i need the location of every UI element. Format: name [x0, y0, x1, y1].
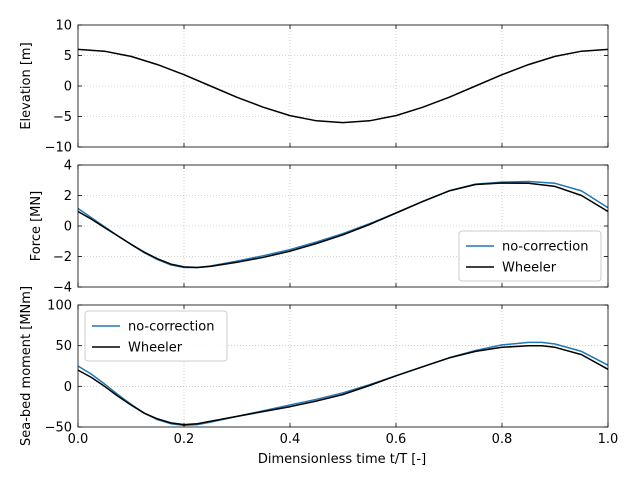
moment-y-tick-label: 100: [47, 299, 72, 314]
moment-legend-label-no-correction: no-correction: [128, 320, 214, 335]
moment-y-tick-label: 50: [55, 339, 72, 354]
moment-axes-frame: [77, 304, 609, 428]
x-tick-label: 0.8: [492, 432, 513, 447]
force-legend-label-wheeler: Wheeler: [502, 261, 557, 276]
moment-y-axis-label: Sea-bed moment [MNm]: [19, 286, 34, 446]
x-tick-label: 1.0: [598, 432, 619, 447]
force-y-tick-label: −2: [53, 250, 72, 265]
elevation-y-tick-label: 5: [64, 49, 72, 64]
force-y-tick-label: 2: [64, 189, 72, 204]
x-tick-label: 0.0: [68, 432, 89, 447]
force-y-tick-label: −4: [53, 281, 72, 296]
force-legend: no-correction Wheeler: [458, 230, 602, 282]
elevation-y-tick-label: 10: [55, 19, 72, 34]
elevation-y-tick-label: −5: [53, 110, 72, 125]
x-tick-label: 0.4: [280, 432, 301, 447]
moment-legend: no-correction Wheeler: [84, 310, 228, 362]
force-series-wheeler: [77, 182, 609, 269]
elevation-y-tick-label: 0: [64, 80, 72, 95]
x-axis-label: Dimensionless time t/T [-]: [258, 452, 426, 467]
elevation-y-axis-label: Elevation [m]: [19, 42, 34, 129]
force-y-tick-label: 4: [64, 159, 72, 174]
force-panel: −4 −2 0 2 4 Force [MN] no-correction Wheeler: [29, 159, 609, 296]
moment-y-tick-label: −50: [45, 421, 72, 436]
moment-legend-label-wheeler: Wheeler: [128, 341, 183, 356]
x-tick-label: 0.6: [386, 432, 407, 447]
elevation-panel: −10 −5 0 5 10 Elevation [m]: [19, 19, 609, 156]
elevation-series-wheeler: [77, 48, 609, 124]
moment-y-tick-label: 0: [64, 380, 72, 395]
force-y-tick-label: 0: [64, 220, 72, 235]
elevation-y-tick-label: −10: [45, 141, 72, 156]
moment-panel: −50 0 50 100 0.0 0.2 0.4 0.6 0.8 1.0 Sea-bed momen…: [19, 286, 618, 447]
force-y-axis-label: Force [MN]: [29, 191, 44, 261]
force-legend-label-no-correction: no-correction: [502, 240, 588, 255]
force-legend-box: [458, 230, 602, 282]
x-tick-label: 0.2: [174, 432, 195, 447]
moment-series-wheeler: [77, 344, 609, 426]
moment-legend-box: [84, 310, 228, 362]
